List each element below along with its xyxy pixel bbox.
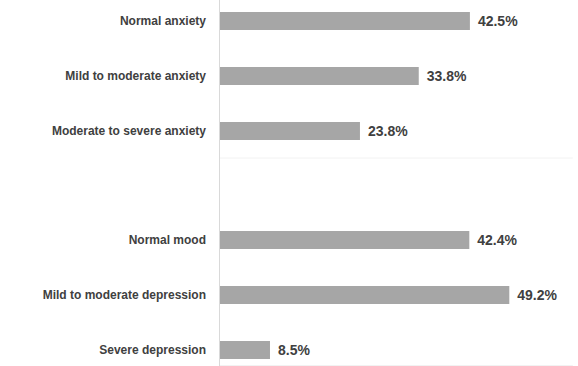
data-label: 42.5% bbox=[478, 13, 518, 29]
category-label: Moderate to severe anxiety bbox=[52, 124, 206, 138]
bar bbox=[220, 341, 270, 359]
category-label: Mild to moderate depression bbox=[43, 288, 206, 302]
labels: Normal mood 42.4% Mild to moderate depress… bbox=[43, 232, 558, 358]
chart-svg: Normal anxiety 42.5% Mild to moderate anxi… bbox=[0, 0, 578, 366]
category-label: Normal mood bbox=[129, 233, 206, 247]
data-label: 8.5% bbox=[278, 342, 310, 358]
data-label: 23.8% bbox=[368, 123, 408, 139]
chart-1: Normal mood 42.4% Mild to moderate depress… bbox=[43, 231, 573, 366]
y-axis-line bbox=[219, 0, 220, 366]
bars bbox=[220, 231, 509, 359]
x-range-line bbox=[220, 365, 573, 366]
bar bbox=[220, 286, 509, 304]
category-label: Severe depression bbox=[99, 343, 206, 357]
data-label: 33.8% bbox=[427, 68, 467, 84]
category-label: Mild to moderate anxiety bbox=[65, 69, 206, 83]
data-label: 42.4% bbox=[477, 232, 517, 248]
chart-0: Normal anxiety 42.5% Mild to moderate anxi… bbox=[52, 12, 573, 158]
category-label: Normal anxiety bbox=[120, 14, 206, 28]
bar bbox=[220, 67, 419, 85]
x-range-line bbox=[220, 158, 573, 159]
bars bbox=[220, 12, 470, 140]
labels: Normal anxiety 42.5% Mild to moderate anxi… bbox=[52, 13, 518, 139]
bar bbox=[220, 122, 360, 140]
data-label: 49.2% bbox=[517, 287, 557, 303]
bar bbox=[220, 12, 470, 30]
bar bbox=[220, 231, 469, 249]
chart-root: Normal anxiety 42.5% Mild to moderate anxi… bbox=[0, 0, 578, 366]
